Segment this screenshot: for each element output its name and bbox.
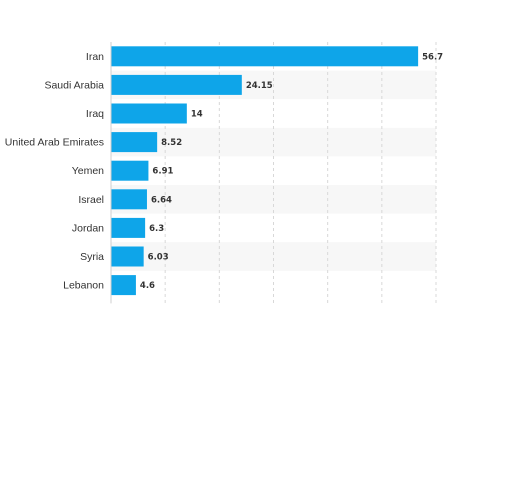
bars — [111, 46, 419, 296]
category-label: Syria — [80, 251, 104, 263]
value-label: 6.03 — [148, 253, 169, 263]
value-label: 8.52 — [161, 138, 182, 148]
value-label: 56.7 — [422, 52, 443, 62]
bar[interactable] — [111, 103, 187, 124]
value-label: 6.91 — [152, 167, 173, 177]
value-label: 6.3 — [149, 224, 164, 234]
value-label: 6.64 — [151, 195, 172, 205]
value-label: 14 — [191, 110, 203, 120]
category-label: Yemen — [72, 165, 104, 177]
category-label: Israel — [78, 194, 104, 206]
bar[interactable] — [111, 189, 147, 210]
category-label: Iran — [86, 51, 104, 63]
value-label: 24.15 — [246, 81, 273, 91]
category-label: Jordan — [72, 222, 104, 234]
bar[interactable] — [111, 74, 242, 95]
category-label: Iraq — [86, 108, 104, 120]
category-label: Saudi Arabia — [44, 79, 104, 91]
bar[interactable] — [111, 275, 136, 296]
bar[interactable] — [111, 46, 419, 67]
bar[interactable] — [111, 132, 158, 153]
value-labels: 56.7 24.15 14 8.52 6.91 6.64 6.3 6.03 4.6 — [140, 52, 443, 291]
category-labels: Iran Saudi Arabia Iraq United Arab Emirates… — [5, 51, 104, 292]
bar[interactable] — [111, 160, 149, 181]
category-label: Lebanon — [63, 280, 104, 292]
category-label: United Arab Emirates — [5, 137, 104, 149]
bar[interactable] — [111, 246, 144, 267]
bar[interactable] — [111, 217, 146, 238]
value-label: 4.6 — [140, 281, 155, 291]
